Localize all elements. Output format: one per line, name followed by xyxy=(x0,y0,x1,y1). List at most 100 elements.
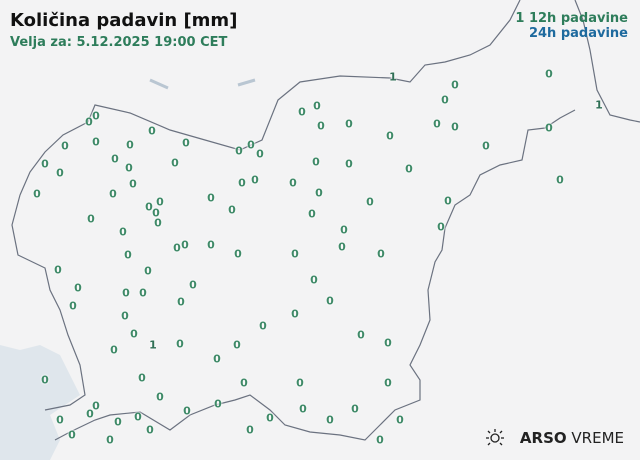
station-value[interactable]: 0 xyxy=(433,117,441,131)
station-value[interactable]: 0 xyxy=(125,161,133,175)
station-value[interactable]: 0 xyxy=(173,241,181,255)
station-value[interactable]: 0 xyxy=(437,220,445,234)
station-value[interactable]: 0 xyxy=(351,402,359,416)
station-value[interactable]: 0 xyxy=(366,195,374,209)
station-value[interactable]: 0 xyxy=(545,67,553,81)
station-value[interactable]: 1 xyxy=(595,98,603,112)
station-value[interactable]: 0 xyxy=(68,428,76,442)
station-value[interactable]: 0 xyxy=(121,309,129,323)
station-value[interactable]: 1 xyxy=(149,338,157,352)
station-value[interactable]: 0 xyxy=(289,176,297,190)
station-value[interactable]: 0 xyxy=(122,286,130,300)
station-value[interactable]: 0 xyxy=(207,191,215,205)
station-value[interactable]: 0 xyxy=(110,343,118,357)
station-value[interactable]: 0 xyxy=(291,247,299,261)
station-value[interactable]: 0 xyxy=(451,120,459,134)
station-value[interactable]: 0 xyxy=(384,376,392,390)
station-value[interactable]: 0 xyxy=(129,177,137,191)
station-value[interactable]: 0 xyxy=(138,371,146,385)
station-value[interactable]: 0 xyxy=(156,390,164,404)
station-value[interactable]: 0 xyxy=(111,152,119,166)
station-value[interactable]: 0 xyxy=(109,187,117,201)
station-value[interactable]: 0 xyxy=(246,423,254,437)
station-value[interactable]: 0 xyxy=(56,413,64,427)
station-value[interactable]: 0 xyxy=(181,238,189,252)
station-value[interactable]: 0 xyxy=(317,119,325,133)
station-value[interactable]: 0 xyxy=(146,423,154,437)
station-value[interactable]: 0 xyxy=(296,376,304,390)
station-value[interactable]: 0 xyxy=(156,195,164,209)
station-value[interactable]: 0 xyxy=(345,117,353,131)
station-value[interactable]: 0 xyxy=(189,278,197,292)
station-value[interactable]: 0 xyxy=(86,407,94,421)
station-value[interactable]: 0 xyxy=(234,247,242,261)
station-value[interactable]: 0 xyxy=(114,415,122,429)
station-value[interactable]: 0 xyxy=(338,240,346,254)
station-value[interactable]: 0 xyxy=(308,207,316,221)
station-value[interactable]: 0 xyxy=(119,225,127,239)
station-value[interactable]: 1 xyxy=(389,70,397,84)
station-value[interactable]: 0 xyxy=(451,78,459,92)
station-value[interactable]: 0 xyxy=(182,136,190,150)
station-value[interactable]: 0 xyxy=(33,187,41,201)
station-value[interactable]: 0 xyxy=(61,139,69,153)
station-value[interactable]: 0 xyxy=(545,121,553,135)
station-value[interactable]: 0 xyxy=(92,399,100,413)
station-value[interactable]: 0 xyxy=(345,157,353,171)
station-value[interactable]: 0 xyxy=(441,93,449,107)
station-value[interactable]: 0 xyxy=(126,138,134,152)
station-value[interactable]: 0 xyxy=(74,281,82,295)
station-value[interactable]: 0 xyxy=(145,200,153,214)
station-value[interactable]: 0 xyxy=(183,404,191,418)
station-value[interactable]: 0 xyxy=(240,376,248,390)
station-value[interactable]: 0 xyxy=(556,173,564,187)
station-value[interactable]: 0 xyxy=(207,238,215,252)
station-value[interactable]: 0 xyxy=(106,433,114,447)
station-value[interactable]: 0 xyxy=(444,194,452,208)
station-value[interactable]: 0 xyxy=(256,147,264,161)
station-value[interactable]: 0 xyxy=(482,139,490,153)
station-value[interactable]: 0 xyxy=(377,247,385,261)
arso-logo[interactable]: ARSO VREME xyxy=(484,428,624,448)
station-value[interactable]: 0 xyxy=(405,162,413,176)
station-value[interactable]: 0 xyxy=(396,413,404,427)
station-value[interactable]: 0 xyxy=(228,203,236,217)
station-value[interactable]: 0 xyxy=(357,328,365,342)
station-value[interactable]: 0 xyxy=(313,99,321,113)
station-value[interactable]: 0 xyxy=(69,299,77,313)
station-value[interactable]: 0 xyxy=(315,186,323,200)
station-value[interactable]: 0 xyxy=(124,248,132,262)
station-value[interactable]: 0 xyxy=(85,115,93,129)
station-value[interactable]: 0 xyxy=(233,338,241,352)
station-value[interactable]: 0 xyxy=(154,216,162,230)
station-value[interactable]: 0 xyxy=(177,295,185,309)
station-value[interactable]: 0 xyxy=(326,294,334,308)
station-value[interactable]: 0 xyxy=(247,138,255,152)
station-value[interactable]: 0 xyxy=(139,286,147,300)
station-value[interactable]: 0 xyxy=(251,173,259,187)
station-value[interactable]: 0 xyxy=(41,157,49,171)
station-value[interactable]: 0 xyxy=(56,166,64,180)
station-value[interactable]: 0 xyxy=(266,411,274,425)
station-value[interactable]: 0 xyxy=(87,212,95,226)
station-value[interactable]: 0 xyxy=(134,410,142,424)
station-value[interactable]: 0 xyxy=(171,156,179,170)
station-value[interactable]: 0 xyxy=(152,206,160,220)
station-value[interactable]: 0 xyxy=(176,337,184,351)
station-value[interactable]: 0 xyxy=(376,433,384,447)
station-value[interactable]: 0 xyxy=(298,105,306,119)
station-value[interactable]: 0 xyxy=(148,124,156,138)
station-value[interactable]: 0 xyxy=(340,223,348,237)
station-value[interactable]: 0 xyxy=(41,373,49,387)
station-value[interactable]: 0 xyxy=(238,176,246,190)
station-value[interactable]: 0 xyxy=(214,397,222,411)
station-value[interactable]: 0 xyxy=(384,336,392,350)
station-value[interactable]: 0 xyxy=(386,129,394,143)
station-value[interactable]: 0 xyxy=(291,307,299,321)
station-value[interactable]: 0 xyxy=(310,273,318,287)
station-value[interactable]: 0 xyxy=(144,264,152,278)
station-value[interactable]: 0 xyxy=(235,144,243,158)
station-value[interactable]: 0 xyxy=(92,109,100,123)
station-value[interactable]: 0 xyxy=(299,402,307,416)
